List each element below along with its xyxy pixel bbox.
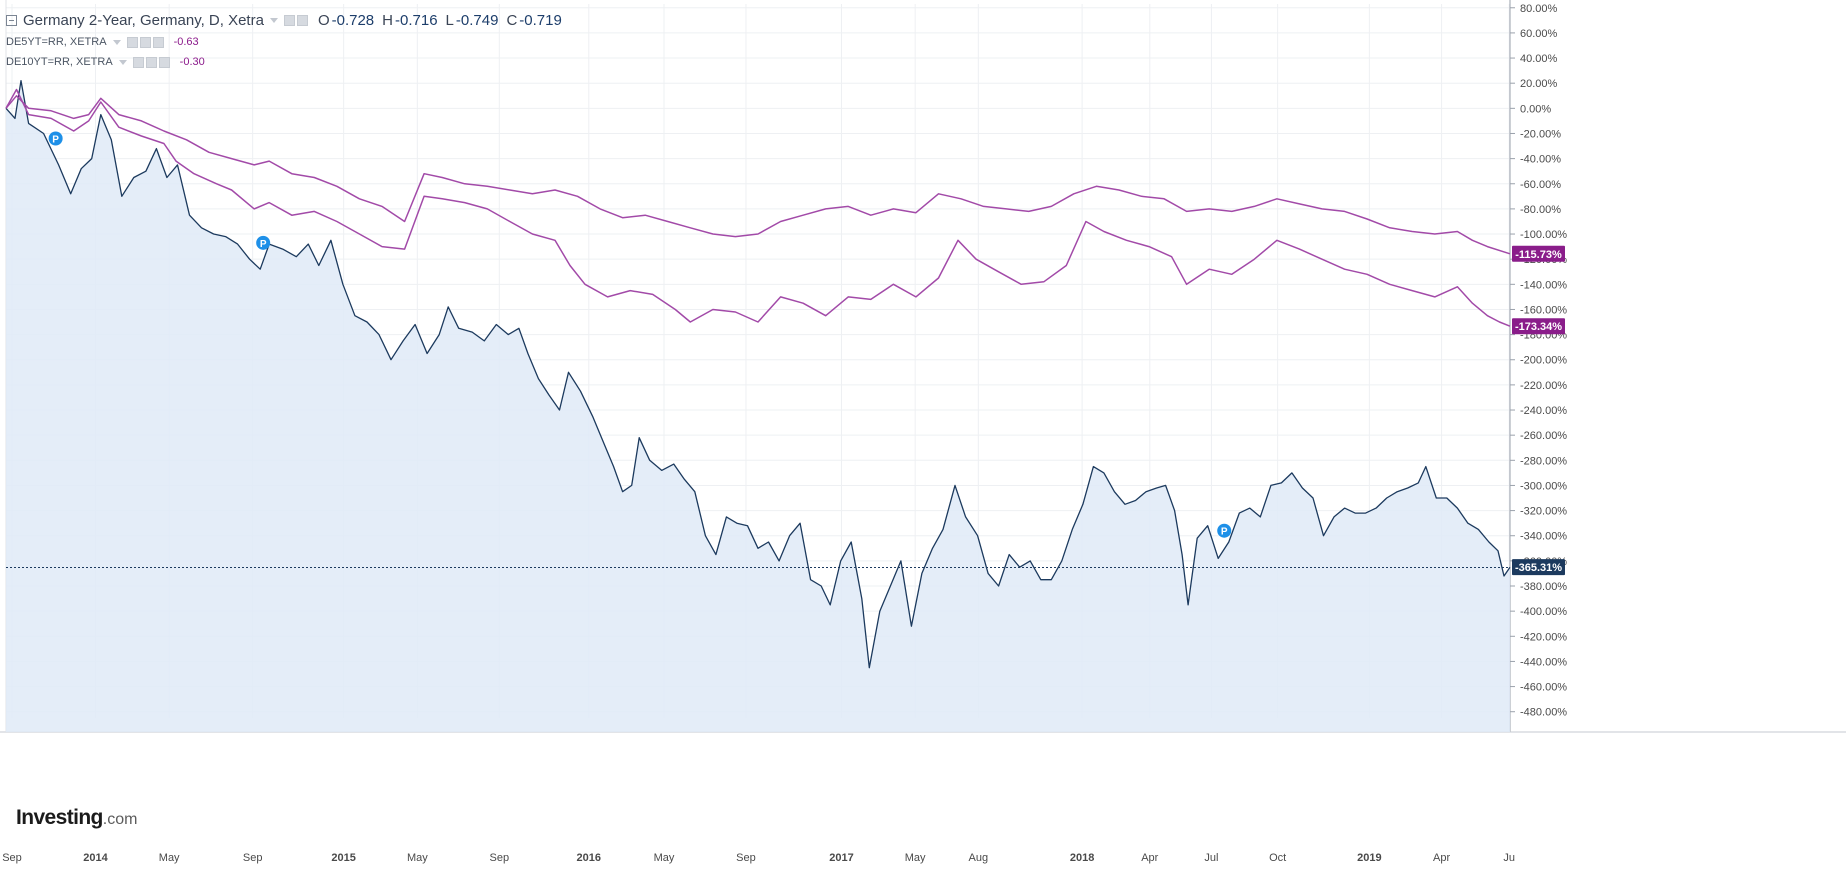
de5y-value: -0.63 — [173, 36, 199, 48]
x-tick-label: Sep — [2, 852, 22, 864]
logo-suffix: .com — [102, 811, 138, 828]
x-tick-label: Oct — [1269, 852, 1286, 864]
y-tick-label: 60.00% — [1520, 28, 1558, 40]
logo-word: Investing — [16, 806, 103, 829]
event-marker-circle — [256, 235, 271, 250]
x-tick-label: 2019 — [1357, 852, 1381, 864]
y-tick-label: -340.00% — [1520, 531, 1567, 543]
y-tick-label: -280.00% — [1520, 455, 1567, 467]
high-value: -0.716 — [395, 12, 438, 29]
y-tick-label: -400.00% — [1520, 606, 1567, 618]
x-tick-label: 2014 — [83, 852, 108, 864]
x-tick-label: 2016 — [577, 852, 601, 864]
de10y-remove-icon[interactable] — [158, 56, 170, 68]
y-tick-label: 80.00% — [1520, 3, 1558, 15]
event-marker-label: P — [52, 135, 59, 146]
x-tick-label: Apr — [1433, 852, 1450, 864]
de5y-visibility-icon[interactable] — [126, 36, 138, 48]
series-menu-caret-icon[interactable] — [269, 18, 278, 23]
y-tick-label: -240.00% — [1520, 405, 1567, 417]
event-marker-circle — [48, 131, 63, 146]
y-tick-label: -220.00% — [1520, 380, 1567, 392]
event-marker: P — [256, 235, 271, 250]
x-tick-label: 2015 — [331, 852, 355, 864]
low-value: -0.749 — [455, 12, 499, 29]
low-label: L — [445, 12, 454, 29]
last-value-badge — [1512, 318, 1565, 335]
collapse-legend-icon[interactable] — [6, 15, 17, 26]
y-tick-label: -200.00% — [1520, 355, 1567, 367]
last-value-badge — [1512, 245, 1565, 262]
de10y-visibility-icon[interactable] — [132, 56, 144, 68]
y-tick-label: -20.00% — [1520, 128, 1561, 140]
x-tick-label: May — [654, 852, 675, 864]
y-tick-label: 40.00% — [1520, 53, 1558, 65]
main-series-legend: Germany 2-Year, Germany, D, Xetra O -0.7… — [6, 12, 562, 29]
y-tick-label: -80.00% — [1520, 204, 1561, 216]
high-label: H — [382, 12, 393, 29]
open-value: -0.728 — [331, 12, 375, 29]
de10y-series-title: DE10YT=RR, XETRA — [6, 56, 113, 68]
y-tick-label: -460.00% — [1520, 682, 1567, 694]
visibility-toggle-icon[interactable] — [283, 15, 295, 26]
x-tick-label: Sep — [736, 852, 756, 864]
x-tick-label: May — [905, 852, 926, 864]
y-tick-label: -300.00% — [1520, 480, 1567, 492]
x-tick-label: May — [407, 852, 428, 864]
x-tick-label: Jul — [1204, 852, 1218, 864]
y-tick-label: -380.00% — [1520, 581, 1567, 593]
close-value: -0.719 — [519, 12, 562, 29]
settings-gear-icon[interactable] — [296, 15, 308, 26]
x-tick-label: Sep — [490, 852, 510, 864]
de10y-series-legend: DE10YT=RR, XETRA -0.30 — [6, 56, 205, 68]
compare-series-line-2 — [5, 95, 1511, 255]
de10y-settings-icon[interactable] — [145, 56, 157, 68]
main-series-line — [5, 80, 1511, 669]
event-marker-circle — [1217, 523, 1232, 538]
y-tick-label: -480.00% — [1520, 707, 1567, 719]
de10y-value: -0.30 — [179, 56, 205, 68]
investing-logo: Investing.com — [16, 806, 137, 830]
event-marker-label: P — [1221, 527, 1228, 538]
y-tick-label: -440.00% — [1520, 656, 1567, 668]
last-value-label: -173.34% — [1515, 321, 1562, 333]
event-marker-label: P — [260, 239, 267, 250]
last-value-label: -115.73% — [1515, 249, 1562, 261]
x-tick-label: Ju — [1503, 852, 1515, 864]
last-value-label: -365.31% — [1515, 562, 1562, 574]
de5y-series-title: DE5YT=RR, XETRA — [6, 36, 107, 48]
de5y-remove-icon[interactable] — [152, 36, 164, 48]
x-tick-label: 2018 — [1070, 852, 1094, 864]
y-tick-label: -60.00% — [1520, 179, 1561, 191]
event-marker: P — [1217, 523, 1232, 538]
de10y-menu-caret-icon[interactable] — [118, 59, 127, 65]
event-marker: P — [48, 131, 63, 146]
y-tick-label: -320.00% — [1520, 506, 1567, 518]
close-label: C — [506, 12, 518, 29]
x-tick-label: Aug — [969, 852, 989, 864]
x-tick-label: Sep — [243, 852, 263, 864]
x-tick-label: Apr — [1141, 852, 1158, 864]
de5y-series-legend: DE5YT=RR, XETRA -0.63 — [6, 36, 199, 48]
last-value-badge — [1512, 559, 1565, 576]
y-tick-label: 20.00% — [1520, 78, 1558, 90]
compare-series-line-1 — [5, 88, 1511, 327]
x-tick-label: May — [159, 852, 180, 864]
main-series-area — [6, 80, 1510, 732]
y-tick-label: -260.00% — [1520, 430, 1567, 442]
open-label: O — [317, 12, 330, 29]
de5y-settings-icon[interactable] — [139, 36, 151, 48]
y-tick-label: -160.00% — [1520, 304, 1567, 316]
y-tick-label: -100.00% — [1520, 229, 1567, 241]
y-tick-label: -420.00% — [1520, 631, 1567, 643]
de5y-menu-caret-icon[interactable] — [112, 39, 121, 45]
y-tick-label: 0.00% — [1520, 103, 1551, 115]
main-series-title: Germany 2-Year, Germany, D, Xetra — [23, 12, 264, 29]
y-tick-label: -40.00% — [1520, 154, 1561, 166]
x-tick-label: 2017 — [829, 852, 853, 864]
y-tick-label: -140.00% — [1520, 279, 1567, 291]
